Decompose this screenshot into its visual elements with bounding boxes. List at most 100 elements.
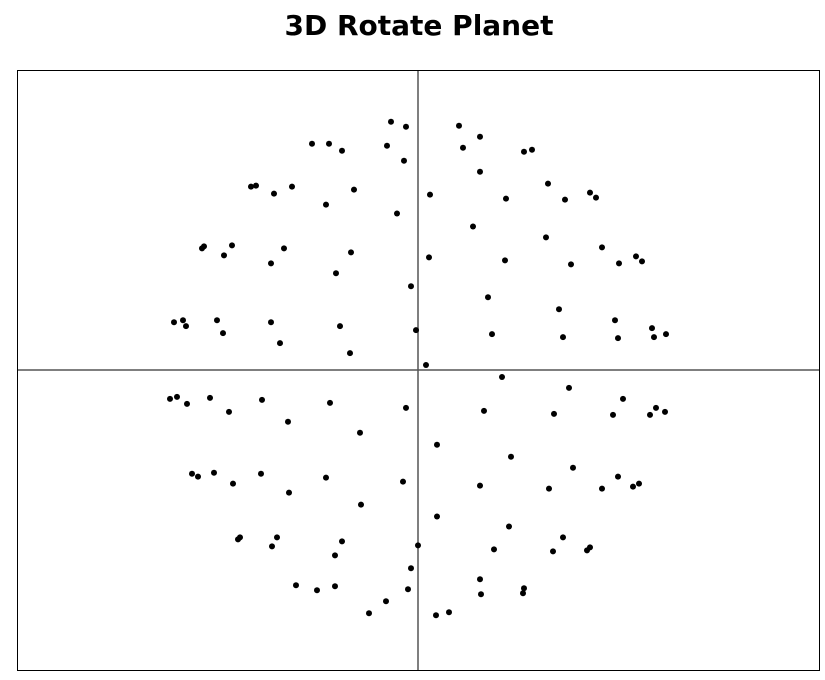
scatter-point <box>616 260 622 267</box>
scatter-point <box>207 394 213 401</box>
scatter-point <box>599 485 605 492</box>
scatter-point <box>663 331 669 338</box>
scatter-point <box>433 612 439 619</box>
scatter-point <box>556 306 562 313</box>
scatter-point <box>309 140 315 147</box>
scatter-point <box>560 534 566 541</box>
scatter-point <box>446 609 452 616</box>
scatter-point <box>259 396 265 403</box>
scatter-point <box>183 323 189 330</box>
scatter-point <box>339 147 345 154</box>
scatter-point <box>281 245 287 252</box>
scatter-point <box>630 483 636 490</box>
scatter-point <box>400 478 406 485</box>
scatter-point <box>394 210 400 217</box>
scatter-point <box>639 258 645 265</box>
scatter-point <box>347 350 353 357</box>
scatter-point <box>180 317 186 324</box>
scatter-point <box>610 411 616 418</box>
scatter-point <box>174 393 180 400</box>
scatter-point <box>415 542 421 549</box>
scatter-point <box>520 590 526 597</box>
scatter-point <box>489 331 495 338</box>
scatter-point <box>587 544 593 551</box>
scatter-point <box>274 534 280 541</box>
scatter-point <box>568 261 574 268</box>
scatter-point <box>201 243 207 250</box>
scatter-point <box>653 404 659 411</box>
scatter-point <box>268 260 274 267</box>
scatter-point <box>502 257 508 264</box>
scatter-point <box>477 482 483 489</box>
scatter-point <box>171 319 177 326</box>
scatter-point <box>358 501 364 508</box>
scatter-point <box>388 118 394 125</box>
scatter-point <box>562 196 568 203</box>
scatter-point <box>426 254 432 261</box>
scatter-point <box>620 395 626 402</box>
scatter-point <box>332 552 338 559</box>
scatter-point <box>491 546 497 553</box>
scatter-point <box>470 223 476 230</box>
scatter-point <box>195 473 201 480</box>
scatter-point <box>434 441 440 448</box>
scatter-point <box>357 429 363 436</box>
scatter-point <box>485 294 491 301</box>
scatter-point <box>258 470 264 477</box>
scatter-point <box>566 384 572 391</box>
scatter-point <box>293 582 299 589</box>
scatter-point <box>277 340 283 347</box>
points-layer <box>167 118 669 619</box>
scatter-point <box>636 480 642 487</box>
scatter-plot <box>18 71 819 670</box>
scatter-point <box>339 538 345 545</box>
scatter-point <box>521 148 527 155</box>
scatter-point <box>434 513 440 520</box>
page-title: 3D Rotate Planet <box>284 9 554 42</box>
scatter-point <box>529 146 535 153</box>
scatter-point <box>337 323 343 330</box>
scatter-point <box>237 534 243 541</box>
scatter-point <box>286 489 292 496</box>
scatter-point <box>587 189 593 196</box>
scatter-point <box>615 335 621 342</box>
scatter-point <box>383 598 389 605</box>
scatter-point <box>543 234 549 241</box>
scatter-point <box>189 470 195 477</box>
scatter-point <box>550 548 556 555</box>
scatter-point <box>167 395 173 402</box>
scatter-point <box>503 195 509 202</box>
scatter-point <box>427 191 433 198</box>
scatter-point <box>332 583 338 590</box>
plot-area <box>17 70 820 671</box>
scatter-point <box>221 252 227 259</box>
scatter-point <box>477 168 483 175</box>
scatter-point <box>323 201 329 208</box>
scatter-point <box>478 591 484 598</box>
scatter-point <box>615 473 621 480</box>
scatter-point <box>271 190 277 197</box>
scatter-point <box>333 270 339 277</box>
scatter-point <box>560 334 566 341</box>
scatter-point <box>499 374 505 380</box>
scatter-point <box>506 523 512 530</box>
scatter-point <box>662 408 668 415</box>
scatter-point <box>633 253 639 260</box>
scatter-point <box>323 474 329 481</box>
scatter-point <box>327 399 333 406</box>
scatter-point <box>649 325 655 332</box>
scatter-point <box>366 610 372 617</box>
scatter-point <box>546 485 552 492</box>
scatter-point <box>351 186 357 193</box>
scatter-point <box>551 410 557 417</box>
scatter-point <box>229 242 235 249</box>
scatter-point <box>599 244 605 251</box>
scatter-point <box>401 157 407 164</box>
scatter-point <box>456 122 462 129</box>
scatter-point <box>460 144 466 151</box>
scatter-point <box>612 317 618 324</box>
scatter-point <box>269 543 275 550</box>
scatter-point <box>408 565 414 572</box>
scatter-point <box>423 362 429 368</box>
scatter-point <box>268 319 274 326</box>
